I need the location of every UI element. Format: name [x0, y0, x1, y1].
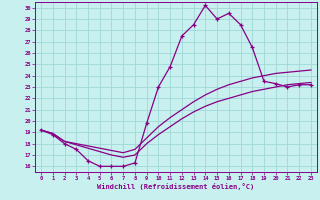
- X-axis label: Windchill (Refroidissement éolien,°C): Windchill (Refroidissement éolien,°C): [97, 183, 255, 190]
